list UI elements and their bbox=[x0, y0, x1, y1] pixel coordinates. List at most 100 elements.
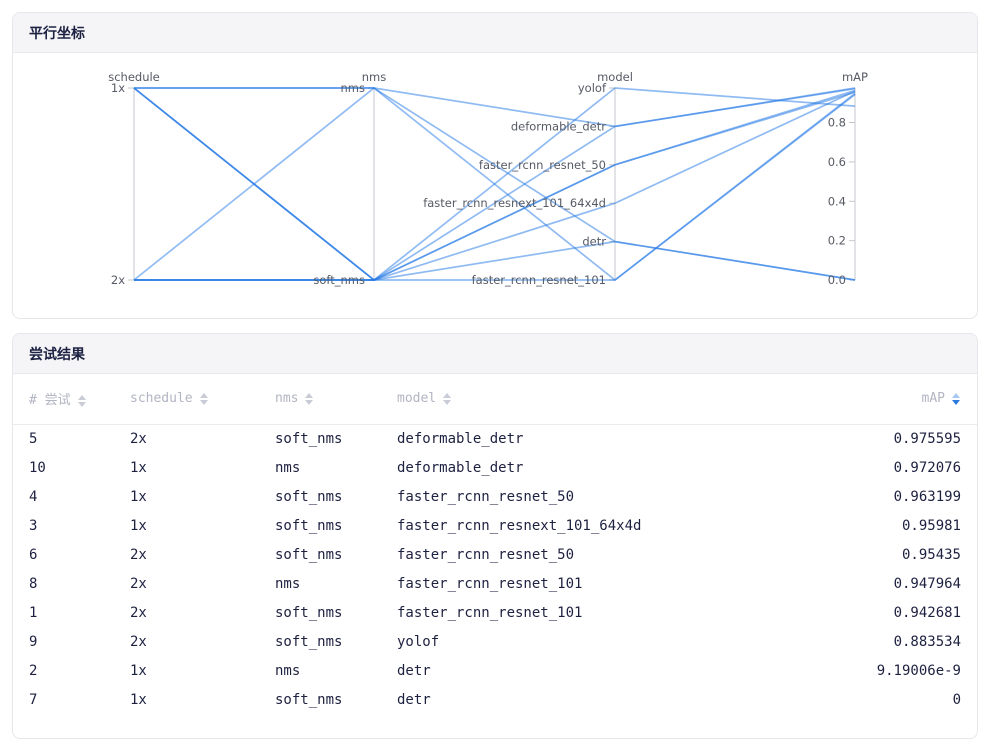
table-row[interactable]: 4 1x soft_nms faster_rcnn_resnet_50 0.963199 bbox=[13, 482, 977, 511]
cell-nms: soft_nms bbox=[275, 488, 343, 505]
trials-table-wrap: # 尝试 schedule nms model mAP 5 2x soft_nms defor… bbox=[13, 374, 977, 738]
sort-up-arrow bbox=[443, 392, 452, 398]
cell-map: 0.972076 bbox=[893, 459, 961, 476]
sort-down-arrow bbox=[305, 399, 314, 405]
cell-schedule: 1x bbox=[130, 662, 147, 679]
cell-map: 0.975595 bbox=[893, 430, 961, 447]
sort-icon-model[interactable] bbox=[443, 392, 452, 405]
cell-model: deformable_detr bbox=[397, 459, 524, 476]
cell-schedule: 2x bbox=[130, 575, 147, 592]
axis-title-map: mAP bbox=[842, 70, 868, 84]
cell-nms: soft_nms bbox=[275, 546, 343, 563]
trial-lines bbox=[133, 86, 856, 282]
table-row[interactable]: 2 1x nms detr 9.19006e-9 bbox=[13, 656, 977, 685]
cell-map: 0.963199 bbox=[893, 488, 961, 505]
cell-map: 0.95981 bbox=[901, 517, 961, 534]
axis-tick-label: soft_nms bbox=[313, 273, 365, 287]
sort-icon-nms[interactable] bbox=[305, 392, 314, 405]
table-row[interactable]: 10 1x nms deformable_detr 0.972076 bbox=[13, 453, 977, 482]
cell-map: 0.95435 bbox=[901, 546, 961, 563]
cell-trial_number: 10 bbox=[29, 459, 46, 476]
cell-map: 9.19006e-9 bbox=[876, 662, 961, 679]
cell-nms: soft_nms bbox=[275, 691, 343, 708]
column-header-map[interactable]: mAP bbox=[797, 374, 977, 425]
axis-tick-label: 0.0 bbox=[828, 273, 846, 287]
sort-up-arrow bbox=[199, 392, 208, 398]
axis-title-schedule: schedule bbox=[108, 70, 160, 84]
axis-tick-label: deformable_detr bbox=[511, 119, 606, 133]
axis-model[interactable] bbox=[609, 87, 616, 281]
cell-schedule: 2x bbox=[130, 430, 147, 447]
parallel-panel-header: 平行坐标 bbox=[13, 13, 977, 53]
cell-nms: soft_nms bbox=[275, 430, 343, 447]
axis-tick-label: 0.2 bbox=[828, 234, 846, 248]
column-header-model[interactable]: model bbox=[397, 374, 797, 425]
cell-trial_number: 3 bbox=[29, 517, 38, 534]
table-row[interactable]: 3 1x soft_nms faster_rcnn_resnext_101_64x4d… bbox=[13, 511, 977, 540]
column-header-trial_number[interactable]: # 尝试 bbox=[13, 374, 130, 425]
table-row[interactable]: 6 2x soft_nms faster_rcnn_resnet_50 0.95435 bbox=[13, 540, 977, 569]
cell-map: 0.942681 bbox=[893, 604, 961, 621]
table-header-row: # 尝试 schedule nms model mAP bbox=[13, 374, 977, 425]
axis-tick-label: 0.6 bbox=[828, 155, 846, 169]
cell-map: 0.883534 bbox=[893, 633, 961, 650]
parallel-coordinates-panel: 平行坐标 schedule 1x 2x nms nms soft_nms model yolo… bbox=[12, 12, 978, 319]
cell-schedule: 2x bbox=[130, 604, 147, 621]
sort-icon-map[interactable] bbox=[952, 392, 961, 405]
results-panel-title: 尝试结果 bbox=[29, 345, 85, 362]
table-row[interactable]: 5 2x soft_nms deformable_detr 0.975595 bbox=[13, 424, 977, 453]
cell-nms: nms bbox=[275, 575, 301, 592]
table-row[interactable]: 1 2x soft_nms faster_rcnn_resnet_101 0.94268… bbox=[13, 598, 977, 627]
sort-icon-trial_number[interactable] bbox=[77, 394, 87, 407]
cell-trial_number: 7 bbox=[29, 691, 38, 708]
column-header-schedule[interactable]: schedule bbox=[130, 374, 275, 425]
axis-tick-label: 0.4 bbox=[828, 194, 846, 208]
cell-trial_number: 4 bbox=[29, 488, 38, 505]
cell-schedule: 1x bbox=[130, 691, 147, 708]
cell-nms: soft_nms bbox=[275, 604, 343, 621]
sort-up-arrow bbox=[952, 392, 960, 398]
table-body: 5 2x soft_nms deformable_detr 0.975595 10 1x nm… bbox=[13, 424, 977, 714]
cell-trial_number: 9 bbox=[29, 633, 38, 650]
sort-up-arrow bbox=[77, 394, 86, 400]
cell-trial_number: 1 bbox=[29, 604, 38, 621]
axis-tick-label: faster_rcnn_resnet_101 bbox=[472, 273, 606, 287]
cell-map: 0.947964 bbox=[893, 575, 961, 592]
cell-model: faster_rcnn_resnet_50 bbox=[397, 488, 575, 505]
trial-line bbox=[133, 87, 856, 281]
trial-line bbox=[134, 93, 856, 281]
axis-tick-label: nms bbox=[341, 81, 365, 95]
axis-tick-label: faster_rcnn_resnext_101_64x4d bbox=[423, 196, 606, 210]
cell-nms: soft_nms bbox=[275, 633, 343, 650]
sort-down-arrow bbox=[443, 399, 452, 405]
cell-nms: nms bbox=[275, 459, 301, 476]
table-row[interactable]: 8 2x nms faster_rcnn_resnet_101 0.947964 bbox=[13, 569, 977, 598]
cell-nms: nms bbox=[275, 662, 301, 679]
axis-schedule[interactable] bbox=[128, 87, 135, 281]
sort-down-arrow bbox=[77, 401, 86, 407]
axis-title-nms: nms bbox=[362, 70, 386, 84]
table-row[interactable]: 9 2x soft_nms yolof 0.883534 bbox=[13, 627, 977, 656]
axis-tick-label: detr bbox=[582, 235, 606, 249]
axis-tick-label: faster_rcnn_resnet_50 bbox=[479, 158, 606, 172]
cell-trial_number: 2 bbox=[29, 662, 38, 679]
cell-model: detr bbox=[397, 691, 431, 708]
axis-nms[interactable] bbox=[368, 87, 375, 281]
cell-schedule: 1x bbox=[130, 517, 147, 534]
cell-schedule: 1x bbox=[130, 459, 147, 476]
cell-schedule: 1x bbox=[130, 488, 147, 505]
axis-title-model: model bbox=[597, 70, 633, 84]
axis-tick-label: 0.8 bbox=[828, 116, 846, 130]
trial-line bbox=[134, 91, 856, 281]
axis-tick-label: 2x bbox=[111, 273, 125, 287]
axis-tick-label: 1x bbox=[111, 81, 125, 95]
axis-map[interactable] bbox=[849, 88, 856, 281]
trial-line bbox=[134, 87, 856, 281]
column-header-nms[interactable]: nms bbox=[275, 374, 397, 425]
table-row[interactable]: 7 1x soft_nms detr 0 bbox=[13, 685, 977, 714]
column-label-model: model bbox=[397, 391, 437, 407]
sort-icon-schedule[interactable] bbox=[199, 392, 209, 405]
cell-map: 0 bbox=[952, 691, 961, 708]
cell-model: faster_rcnn_resnet_50 bbox=[397, 546, 575, 563]
